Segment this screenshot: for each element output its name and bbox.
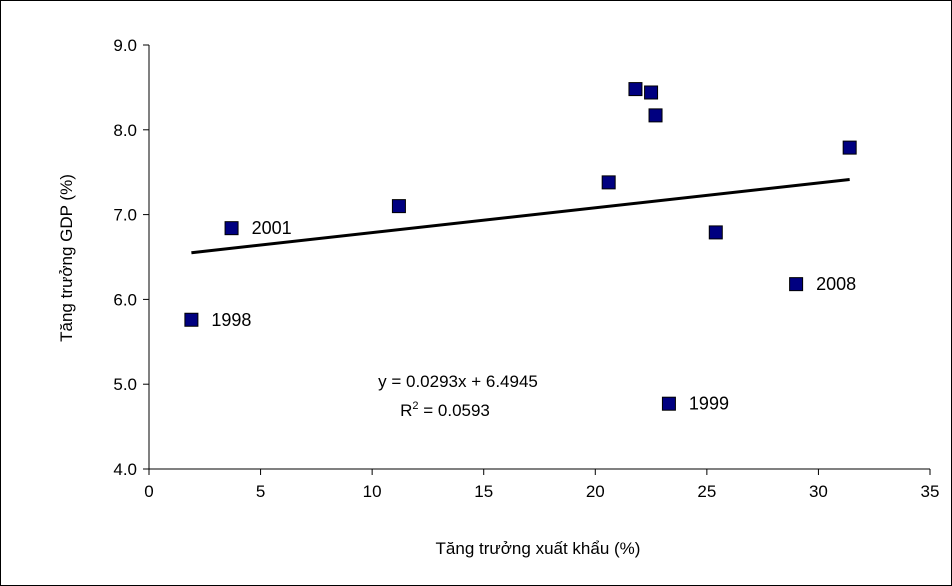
- y-tick-label: 6.0: [113, 290, 137, 309]
- data-point: [184, 312, 199, 327]
- x-tick-label: 30: [809, 482, 828, 501]
- y-tick-label: 9.0: [113, 36, 137, 55]
- data-point-label: 2008: [816, 274, 856, 294]
- data-point: [391, 199, 406, 214]
- x-tick-label: 25: [697, 482, 716, 501]
- x-tick-label: 5: [256, 482, 265, 501]
- data-point-label: 2001: [252, 218, 292, 238]
- axes: 0 5 10 15 20 25 30 35 9.0 8.0 7.0 6.0 5.0 4.0: [113, 36, 939, 501]
- y-tick-label: 7.0: [113, 206, 137, 225]
- y-axis-title: Tăng trưởng GDP (%): [57, 174, 76, 342]
- r2-value: = 0.0593: [419, 401, 490, 420]
- x-tick-label: 20: [586, 482, 605, 501]
- data-point-label: 1999: [689, 394, 729, 414]
- data-point: [224, 221, 239, 236]
- data-point: [628, 82, 643, 97]
- r2-superscript: 2: [412, 400, 418, 412]
- x-axis-title: Tăng trưởng xuất khẩu (%): [436, 539, 641, 558]
- data-point: [661, 396, 676, 411]
- x-tick-label: 15: [474, 482, 493, 501]
- x-tick-label: 35: [921, 482, 940, 501]
- data-points: 1998 2001 1999 2008: [184, 82, 857, 414]
- trendline-r-squared: R2 = 0.0593: [400, 400, 490, 420]
- data-point: [601, 175, 616, 190]
- data-point: [644, 85, 659, 100]
- r2-prefix: R: [400, 401, 412, 420]
- y-tick-label: 8.0: [113, 121, 137, 140]
- y-tick-label: 5.0: [113, 375, 137, 394]
- trendline-group: [191, 177, 850, 255]
- x-tick-label: 0: [144, 482, 153, 501]
- y-tick-label: 4.0: [113, 460, 137, 479]
- x-tick-label: 10: [363, 482, 382, 501]
- trendline: [191, 177, 850, 255]
- data-point: [842, 140, 857, 155]
- data-point: [708, 225, 723, 240]
- trendline-equation: y = 0.0293x + 6.4945: [378, 372, 538, 391]
- data-point: [648, 108, 663, 123]
- data-point-label: 1998: [211, 310, 251, 330]
- data-point: [789, 277, 804, 292]
